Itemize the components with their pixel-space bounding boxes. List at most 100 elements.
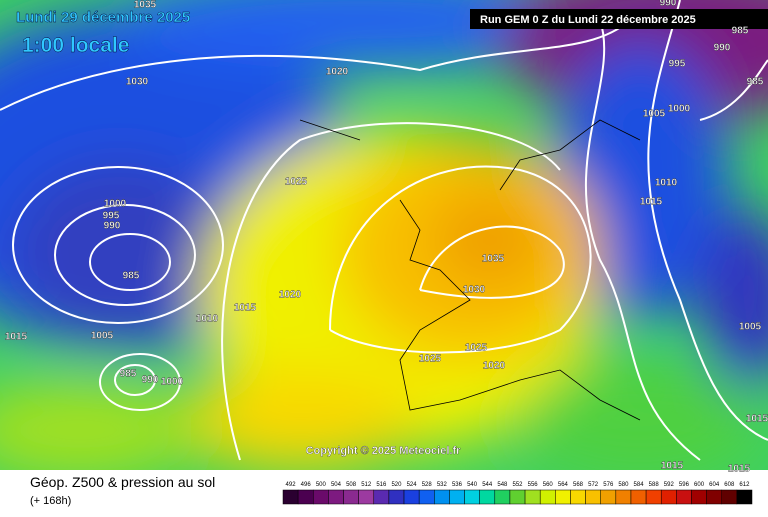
isobar-label: 985 [123, 271, 140, 282]
scale-label: 504 [331, 482, 342, 488]
scale-swatch [449, 489, 465, 505]
isobars [0, 0, 768, 461]
isobar-label: 990 [104, 221, 121, 232]
isobar-label: 1005 [643, 109, 666, 120]
scale-swatch [403, 489, 420, 505]
isobar-label: 1015 [234, 303, 257, 314]
isobar-label: 1025 [419, 354, 442, 365]
isobar-label: 1035 [482, 254, 505, 265]
scale-label: 496 [301, 482, 312, 488]
scale-label: 492 [286, 482, 297, 488]
isobar-label: 1000 [668, 104, 691, 115]
scale-label: 572 [588, 482, 599, 488]
isobar-label: 985 [732, 26, 749, 37]
scale-label: 612 [739, 482, 750, 488]
run-box [470, 9, 768, 29]
scale-swatch [313, 489, 329, 505]
scale-label: 524 [407, 482, 418, 488]
isobar-label: 1025 [465, 343, 488, 354]
scale-swatch [373, 489, 390, 505]
forecast-time: 1:00 locale [22, 34, 129, 57]
isobar-label: 1035 [134, 0, 157, 11]
scale-label: 608 [724, 482, 735, 488]
scale-swatch [585, 489, 601, 505]
isobar-label: 1020 [483, 361, 506, 372]
isobar-labels: 1035103010201025100099599098510151020101… [5, 0, 768, 475]
scale-label: 508 [346, 482, 357, 488]
scale-swatch [282, 489, 299, 505]
run-info: Run GEM 0 Z du Lundi 22 décembre 2025 [480, 14, 696, 26]
scale-swatch [630, 489, 647, 505]
scale-label: 512 [361, 482, 372, 488]
scale-label: 552 [512, 482, 523, 488]
scale-swatch [555, 489, 571, 505]
isobar-label: 1005 [739, 322, 762, 333]
isobar-label: 1010 [196, 314, 219, 325]
scale-swatch [645, 489, 662, 505]
scale-swatch [434, 489, 450, 505]
scale-swatch [464, 489, 480, 505]
isobar-label: 1000 [104, 199, 127, 210]
scale-label: 592 [664, 482, 675, 488]
scale-swatch [721, 489, 738, 505]
scale-label: 604 [709, 482, 720, 488]
isobar-label: 1015 [640, 197, 663, 208]
isobar-label: 1000 [161, 377, 184, 388]
isobar-label: 1020 [326, 67, 349, 78]
scale-swatch [615, 489, 632, 505]
scale-label: 516 [376, 482, 387, 488]
scale-label: 544 [482, 482, 493, 488]
color-scale: 492 496 500 504 508 512 516 520 524 528 532 536 540 5… [282, 482, 753, 505]
scale-label: 568 [573, 482, 584, 488]
isobar-label: 1015 [746, 414, 768, 425]
coastlines [299, 119, 641, 421]
footer-title: Géop. Z500 & pression au sol [30, 474, 215, 490]
scale-swatch [600, 489, 617, 505]
footer-lead: (+ 168h) [30, 495, 71, 507]
isobar-label: 1015 [5, 332, 28, 343]
scale-swatch [388, 489, 405, 505]
scale-swatch [736, 489, 753, 505]
scale-swatch [570, 489, 586, 505]
scale-swatch [494, 489, 511, 505]
scale-swatch [539, 489, 556, 505]
isobar-label: 1005 [91, 331, 114, 342]
scale-swatch [509, 489, 526, 505]
scale-label: 560 [543, 482, 554, 488]
scale-label: 588 [649, 482, 660, 488]
scale-swatch [358, 489, 375, 505]
scale-swatch [691, 489, 707, 505]
scale-swatch [297, 489, 314, 505]
scale-label: 600 [694, 482, 705, 488]
scale-label: 584 [634, 482, 645, 488]
scale-swatch [524, 489, 541, 505]
scale-label: 540 [467, 482, 478, 488]
scale-label: 580 [618, 482, 629, 488]
isobar-label: 1010 [655, 178, 678, 189]
forecast-date: Lundi 29 décembre 2025 [16, 9, 190, 26]
isobar-label: 1015 [661, 461, 684, 472]
scale-swatch [706, 489, 722, 505]
scale-label: 520 [391, 482, 402, 488]
isobar-label: 1015 [728, 464, 751, 475]
copyright: Copyright © 2025 Meteociel.fr [306, 445, 462, 457]
isobar-label: 1020 [279, 290, 302, 301]
isobar-label: 995 [103, 211, 120, 222]
scale-swatch [328, 489, 344, 505]
isobar-label: 1025 [285, 177, 308, 188]
isobar-label: 990 [714, 43, 731, 54]
isobar-label: 990 [142, 375, 159, 386]
scale-swatch [676, 489, 692, 505]
scale-label: 528 [422, 482, 433, 488]
scale-label: 556 [528, 482, 539, 488]
scale-label: 564 [558, 482, 569, 488]
scale-swatch [418, 489, 435, 505]
scale-label: 596 [679, 482, 690, 488]
scale-swatch [343, 489, 359, 505]
isobar-label: 990 [660, 0, 677, 9]
isobar-label: 985 [120, 369, 137, 380]
isobar-label: 985 [747, 77, 764, 88]
isobar-label: 1030 [126, 77, 149, 88]
scale-label: 536 [452, 482, 463, 488]
